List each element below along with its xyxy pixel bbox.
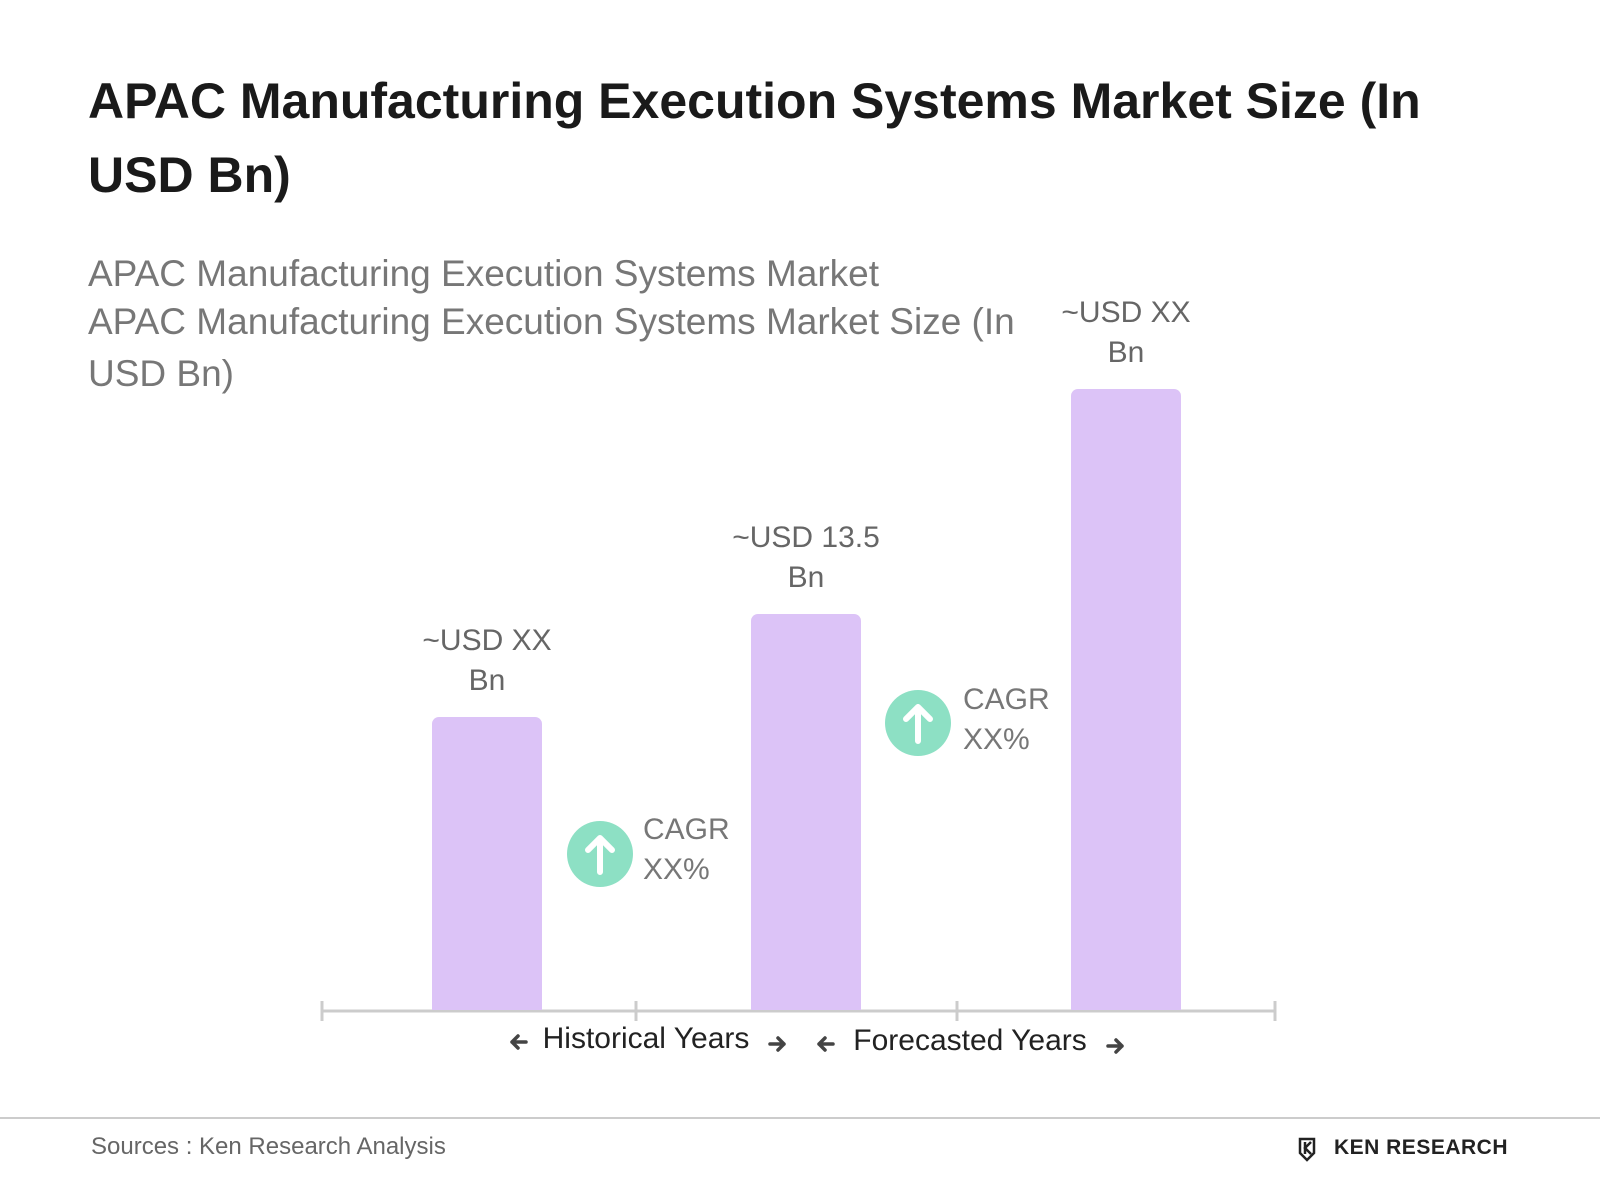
period-label: Forecasted Years — [853, 1024, 1087, 1057]
subtitle: APAC Manufacturing Execution Systems Mar… — [88, 301, 1015, 394]
bar — [751, 614, 861, 1010]
cagr-label: CAGR XX% — [963, 683, 1050, 756]
bar — [432, 717, 542, 1010]
bar — [1071, 388, 1181, 1010]
cagr-label: CAGR XX% — [643, 813, 730, 886]
subtitle: APAC Manufacturing Execution Systems Mar… — [88, 253, 880, 294]
chart-title: APAC Manufacturing Execution Systems Mar… — [88, 73, 1421, 203]
logo-icon — [1298, 1137, 1316, 1162]
value-label: ~USD 13.5 Bn — [732, 521, 880, 595]
source: Sources : Ken Research Analysis — [91, 1133, 446, 1160]
up-arrow — [585, 704, 933, 875]
period-arrows — [510, 1034, 1124, 1054]
x-axis — [320, 1001, 1277, 1021]
period-label: Historical Years — [542, 1022, 750, 1055]
logo: KEN RESEARCH — [1333, 1136, 1508, 1159]
value-label: ~USD XX Bn — [1061, 295, 1191, 369]
value-label: ~USD XX Bn — [422, 624, 552, 697]
